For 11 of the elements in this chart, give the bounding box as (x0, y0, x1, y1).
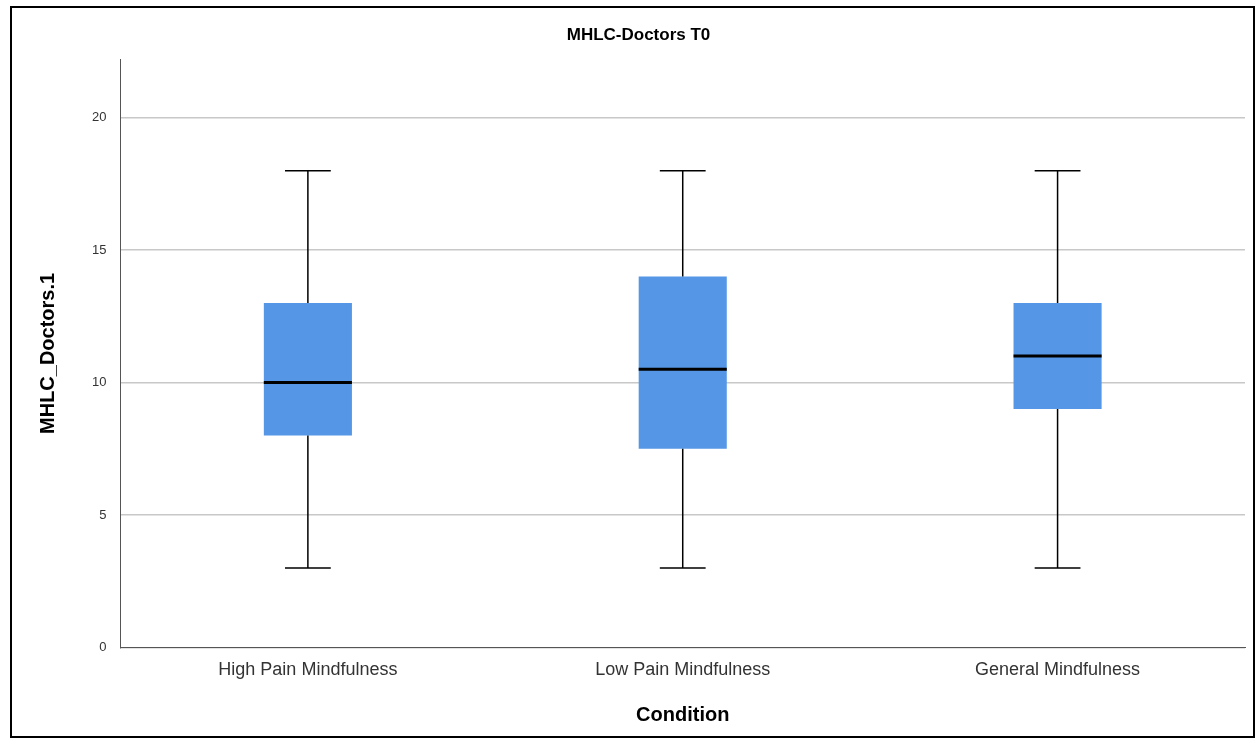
y-tick-label: 20 (91, 109, 107, 125)
chart-title: MHLC-Doctors T0 (566, 24, 711, 44)
y-tick-label: 15 (91, 241, 107, 257)
x-tick-label: High Pain Mindfulness (218, 659, 398, 680)
y-tick-label: 5 (99, 506, 107, 522)
y-axis-title: MHLC_Doctors.1 (35, 272, 58, 434)
y-tick-label: 0 (99, 638, 107, 654)
y-tick-label: 10 (91, 374, 107, 390)
x-axis-title: Condition (636, 702, 730, 725)
x-tick-label: General Mindfulness (975, 659, 1141, 680)
x-tick-label: Low Pain Mindfulness (595, 659, 771, 680)
